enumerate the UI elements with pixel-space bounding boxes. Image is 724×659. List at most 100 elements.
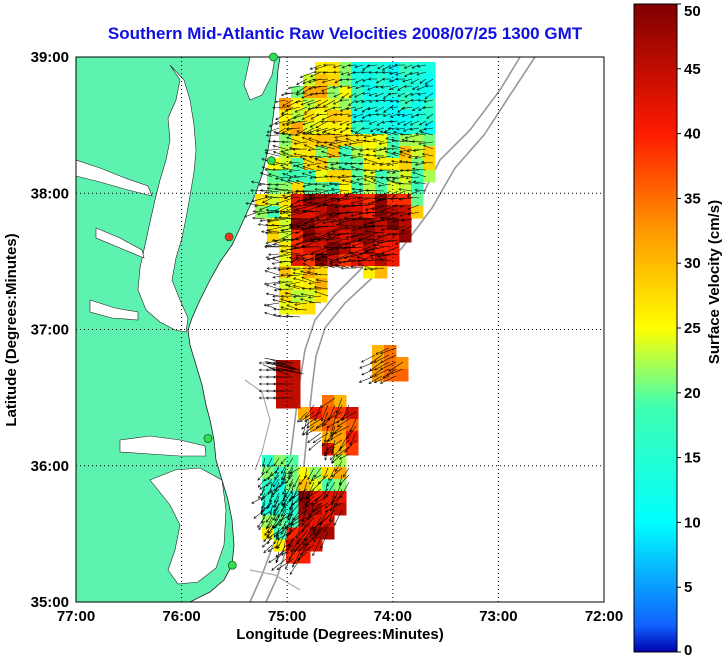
- velocity-arrowhead: [269, 511, 273, 515]
- velocity-vector: [308, 190, 329, 196]
- velocity-vector: [272, 274, 287, 278]
- velocity-vector: [425, 120, 434, 126]
- velocity-arrowhead: [374, 94, 378, 98]
- velocity-cell: [387, 110, 400, 123]
- velocity-arrowhead: [302, 131, 306, 135]
- velocity-arrowhead: [308, 87, 312, 90]
- velocity-arrowhead: [295, 207, 299, 211]
- velocity-arrowhead: [292, 564, 295, 568]
- velocity-arrowhead: [275, 183, 279, 187]
- velocity-arrowhead: [282, 172, 286, 176]
- velocity-arrowhead: [301, 519, 305, 523]
- velocity-vector: [372, 133, 385, 136]
- velocity-arrowhead: [377, 66, 381, 70]
- velocity-vector: [259, 183, 273, 186]
- velocity-vector: [394, 225, 406, 230]
- velocity-vector: [314, 273, 329, 276]
- velocity-arrowhead: [382, 96, 386, 99]
- velocity-vector: [275, 183, 287, 186]
- velocity-vector: [280, 457, 287, 465]
- velocity-cell: [286, 455, 299, 468]
- velocity-arrowhead: [268, 124, 272, 127]
- velocity-vector: [316, 211, 336, 219]
- velocity-vector: [280, 306, 294, 311]
- velocity-arrowhead: [321, 255, 325, 259]
- velocity-arrowhead: [355, 168, 359, 172]
- velocity-arrowhead: [306, 270, 310, 274]
- velocity-cell: [387, 242, 400, 255]
- velocity-vector: [307, 467, 315, 480]
- velocity-vector: [344, 253, 364, 259]
- velocity-vector: [308, 267, 322, 269]
- velocity-cell: [375, 242, 388, 255]
- velocity-cell: [363, 194, 376, 207]
- velocity-arrowhead: [321, 203, 325, 207]
- velocity-arrowhead: [309, 237, 313, 241]
- velocity-arrowhead: [323, 453, 327, 457]
- velocity-cell: [315, 74, 328, 87]
- velocity-arrowhead: [272, 375, 276, 379]
- velocity-vector: [321, 404, 329, 422]
- velocity-arrowhead: [334, 415, 338, 419]
- velocity-vector: [331, 453, 343, 464]
- velocity-arrowhead: [341, 416, 345, 420]
- velocity-vector: [397, 120, 406, 125]
- velocity-vector: [289, 478, 294, 487]
- velocity-vector: [374, 368, 390, 377]
- velocity-vector: [259, 481, 273, 490]
- velocity-arrowhead: [302, 90, 306, 94]
- velocity-arrowhead: [345, 78, 349, 81]
- velocity-arrowhead: [280, 273, 284, 277]
- velocity-arrowhead: [280, 513, 284, 517]
- velocity-arrowhead: [266, 211, 270, 215]
- velocity-vector: [300, 270, 315, 276]
- velocity-vector: [395, 71, 406, 76]
- velocity-cell: [411, 182, 424, 195]
- velocity-vector: [327, 232, 350, 236]
- velocity-arrowhead: [295, 92, 299, 96]
- velocity-vector: [399, 151, 413, 157]
- velocity-arrowhead: [341, 95, 345, 99]
- velocity-arrowhead: [267, 541, 270, 545]
- velocity-arrowhead: [286, 515, 290, 519]
- velocity-arrowhead: [274, 525, 277, 529]
- velocity-vector: [290, 239, 308, 248]
- velocity-cell: [423, 122, 436, 135]
- velocity-arrowhead: [279, 211, 283, 215]
- velocity-vector: [358, 238, 378, 241]
- velocity-arrowhead: [373, 380, 377, 384]
- velocity-arrowhead: [345, 137, 349, 141]
- velocity-vector: [267, 534, 273, 544]
- velocity-arrowhead: [292, 277, 296, 281]
- velocity-arrowhead: [267, 477, 271, 481]
- velocity-vector: [415, 133, 427, 136]
- velocity-vector: [290, 520, 294, 532]
- velocity-arrowhead: [363, 223, 367, 226]
- velocity-vector: [271, 224, 294, 227]
- velocity-arrowhead: [275, 560, 279, 564]
- velocity-arrowhead: [257, 223, 261, 227]
- velocity-vector: [289, 147, 301, 150]
- velocity-arrowhead: [354, 65, 358, 69]
- velocity-cell: [303, 206, 316, 219]
- velocity-arrowhead: [339, 78, 343, 82]
- velocity-vector: [273, 457, 280, 467]
- velocity-vector: [257, 211, 273, 215]
- velocity-arrowhead: [315, 216, 319, 220]
- velocity-arrowhead: [398, 197, 402, 201]
- velocity-arrowhead: [377, 184, 381, 188]
- velocity-arrowhead: [285, 551, 289, 555]
- velocity-arrowhead: [296, 82, 300, 85]
- velocity-vector: [273, 308, 287, 311]
- velocity-vector: [301, 92, 315, 99]
- velocity-vector: [397, 92, 406, 97]
- velocity-arrowhead: [263, 303, 267, 307]
- velocity-arrowhead: [399, 169, 403, 172]
- velocity-vector: [302, 425, 315, 436]
- velocity-vector: [323, 197, 343, 204]
- velocity-arrowhead: [302, 262, 306, 266]
- velocity-arrowhead: [269, 490, 273, 493]
- velocity-vector: [273, 506, 280, 514]
- velocity-vector: [286, 537, 294, 555]
- velocity-vector: [356, 176, 371, 181]
